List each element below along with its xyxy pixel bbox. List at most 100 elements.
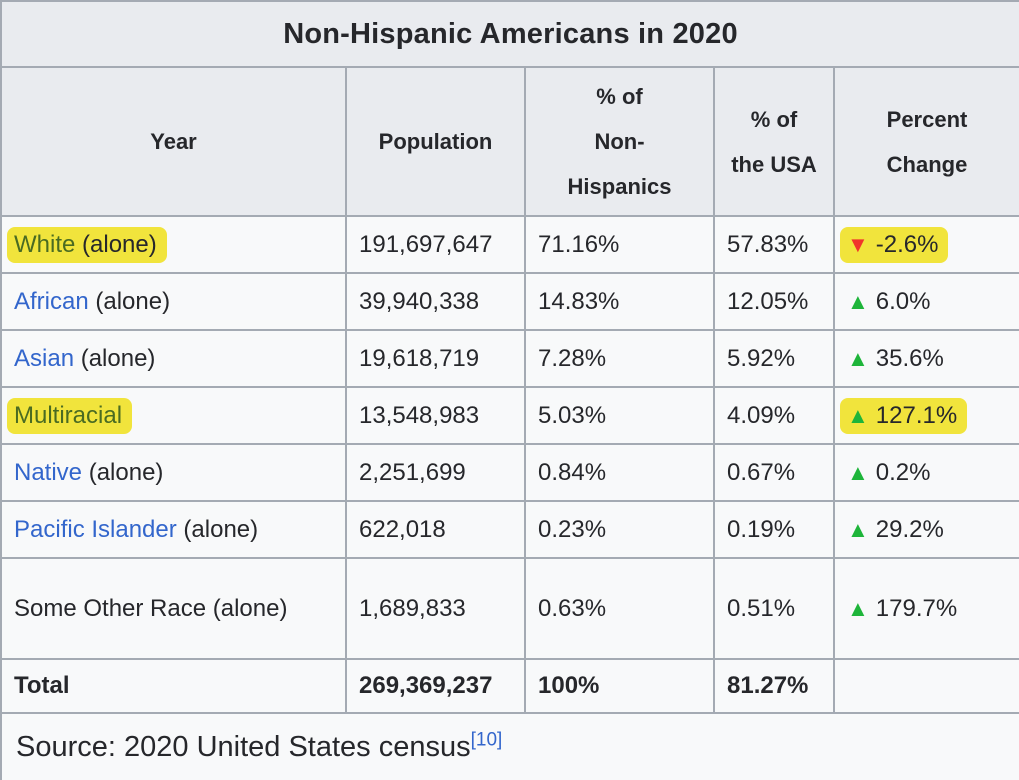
year-suffix: (alone) xyxy=(176,515,259,543)
percent-change-content: ▲ 127.1% xyxy=(840,397,968,434)
pct-usa-cell: 0.19% xyxy=(713,500,835,560)
percent-change-content: ▲ 179.7% xyxy=(847,595,957,622)
pct-non-hispanics-cell: 71.16% xyxy=(524,215,715,275)
change-value: 127.1% xyxy=(875,401,958,429)
pct-usa-cell: 5.92% xyxy=(713,329,835,389)
year-cell-content: Asian (alone) xyxy=(14,345,155,372)
table-row: Asian (alone) 19,618,719 7.28% 5.92% ▲ 35… xyxy=(0,329,1019,389)
year-cell: Native (alone) xyxy=(0,443,347,503)
percent-change-cell: ▼ -2.6% xyxy=(832,215,1019,275)
pct-usa-cell: 0.51% xyxy=(713,557,835,661)
population-cell: 19,618,719 xyxy=(345,329,526,389)
year-suffix: Some Other Race (alone) xyxy=(14,594,288,622)
year-cell: Some Other Race (alone) xyxy=(0,557,347,661)
increase-arrow-icon: ▲ xyxy=(847,595,869,621)
year-cell-content: Some Other Race (alone) xyxy=(14,595,287,622)
pct-usa-cell: 57.83% xyxy=(713,215,835,275)
column-header-pct-non-hispanics: % of Non- Hispanics xyxy=(524,65,715,218)
decrease-arrow-icon: ▼ xyxy=(847,231,869,257)
year-suffix: (alone) xyxy=(74,344,156,372)
total-pct-usa-cell: 81.27% xyxy=(713,658,835,715)
increase-arrow-icon: ▲ xyxy=(847,516,869,542)
column-header-population: Population xyxy=(345,65,526,218)
year-cell: Asian (alone) xyxy=(0,329,347,389)
percent-change-content: ▼ -2.6% xyxy=(840,226,949,263)
race-link[interactable]: Asian xyxy=(14,344,75,372)
table-row: Multiracial 13,548,983 5.03% 4.09% ▲ 127.… xyxy=(0,386,1019,446)
column-header-year: Year xyxy=(0,65,347,218)
change-value: 0.2% xyxy=(875,458,931,486)
year-cell: Multiracial xyxy=(0,386,347,446)
pct-non-hispanics-cell: 5.03% xyxy=(524,386,715,446)
percent-change-cell: ▲ 0.2% xyxy=(832,443,1019,503)
increase-arrow-icon: ▲ xyxy=(847,345,869,371)
pct-non-hispanics-cell: 7.28% xyxy=(524,329,715,389)
source-cell: Source: 2020 United States census[10] xyxy=(0,712,1019,780)
population-cell: 2,251,699 xyxy=(345,443,526,503)
percent-change-content: ▲ 29.2% xyxy=(847,516,944,543)
column-header-pct-usa: % of the USA xyxy=(713,65,835,218)
year-cell-content: African (alone) xyxy=(14,288,170,315)
source-row: Source: 2020 United States census[10] xyxy=(0,712,1019,780)
percent-change-cell: ▲ 179.7% xyxy=(832,557,1019,661)
increase-arrow-icon: ▲ xyxy=(847,402,869,428)
pct-non-hispanics-cell: 0.84% xyxy=(524,443,715,503)
table-row: Pacific Islander (alone) 622,018 0.23% 0… xyxy=(0,500,1019,560)
increase-arrow-icon: ▲ xyxy=(847,459,869,485)
percent-change-cell: ▲ 6.0% xyxy=(832,272,1019,332)
year-cell-content: Pacific Islander (alone) xyxy=(14,516,258,543)
year-suffix: (alone) xyxy=(75,230,157,258)
pct-usa-cell: 12.05% xyxy=(713,272,835,332)
race-link[interactable]: White xyxy=(14,230,76,258)
pct-non-hispanics-cell: 0.23% xyxy=(524,500,715,560)
percent-change-content: ▲ 0.2% xyxy=(847,459,930,486)
year-cell: White (alone) xyxy=(0,215,347,275)
race-link[interactable]: African xyxy=(14,287,89,315)
year-cell-content: Multiracial xyxy=(7,397,133,434)
percent-change-content: ▲ 35.6% xyxy=(847,345,944,372)
percent-change-cell: ▲ 127.1% xyxy=(832,386,1019,446)
year-suffix: (alone) xyxy=(82,458,164,486)
population-cell: 191,697,647 xyxy=(345,215,526,275)
pct-non-hispanics-cell: 0.63% xyxy=(524,557,715,661)
table-row: Some Other Race (alone) 1,689,833 0.63% … xyxy=(0,557,1019,661)
change-value: 29.2% xyxy=(875,515,944,543)
percent-change-cell: ▲ 35.6% xyxy=(832,329,1019,389)
percent-change-content: ▲ 6.0% xyxy=(847,288,930,315)
population-cell: 1,689,833 xyxy=(345,557,526,661)
race-link[interactable]: Native xyxy=(14,458,83,486)
column-header-percent-change: Percent Change xyxy=(832,65,1019,218)
change-value: -2.6% xyxy=(875,230,939,258)
table-title: Non-Hispanic Americans in 2020 xyxy=(0,0,1019,68)
footnote-ref: [10] xyxy=(471,729,503,750)
source-text: Source: 2020 United States census xyxy=(16,730,471,763)
change-value: 35.6% xyxy=(875,344,944,372)
population-cell: 39,940,338 xyxy=(345,272,526,332)
table-row: White (alone) 191,697,647 71.16% 57.83% … xyxy=(0,215,1019,275)
column-header-row: Year Population % of Non- Hispanics % of… xyxy=(0,65,1019,218)
year-cell-content: White (alone) xyxy=(7,226,167,263)
table-title-row: Non-Hispanic Americans in 2020 xyxy=(0,0,1019,68)
year-suffix: (alone) xyxy=(88,287,171,315)
total-row: Total 269,369,237 100% 81.27% xyxy=(0,658,1019,715)
population-cell: 622,018 xyxy=(345,500,526,560)
pct-non-hispanics-cell: 14.83% xyxy=(524,272,715,332)
year-cell: Pacific Islander (alone) xyxy=(0,500,347,560)
footnote-10-link[interactable]: [10] xyxy=(470,729,503,751)
increase-arrow-icon: ▲ xyxy=(847,288,869,314)
year-cell: African (alone) xyxy=(0,272,347,332)
percent-change-cell: ▲ 29.2% xyxy=(832,500,1019,560)
table-row: African (alone) 39,940,338 14.83% 12.05%… xyxy=(0,272,1019,332)
race-link[interactable]: Pacific Islander xyxy=(14,515,177,543)
pct-usa-cell: 0.67% xyxy=(713,443,835,503)
change-value: 179.7% xyxy=(875,594,958,622)
population-cell: 13,548,983 xyxy=(345,386,526,446)
total-pct-non-hispanics-cell: 100% xyxy=(524,658,715,715)
pct-usa-cell: 4.09% xyxy=(713,386,835,446)
table-row: Native (alone) 2,251,699 0.84% 0.67% ▲ 0.… xyxy=(0,443,1019,503)
total-population-cell: 269,369,237 xyxy=(345,658,526,715)
total-percent-change-cell xyxy=(832,658,1019,715)
race-link[interactable]: Multiracial xyxy=(14,401,123,429)
